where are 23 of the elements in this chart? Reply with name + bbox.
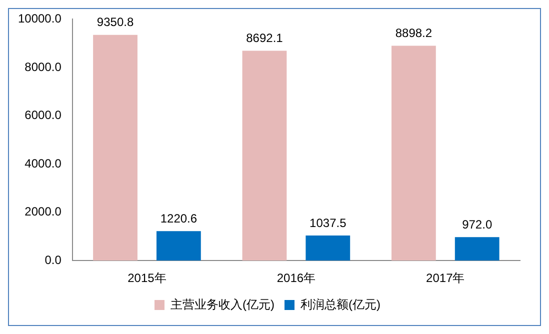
legend-label: 利润总额(亿元): [300, 297, 380, 312]
bar: [242, 50, 287, 261]
bar: [454, 237, 500, 261]
data-label: 972.0: [462, 217, 492, 232]
y-tick-label: 2000.0: [24, 204, 62, 219]
data-label: 1220.6: [160, 211, 198, 226]
y-tick-label: 8000.0: [24, 60, 62, 74]
y-tick-label: 6000.0: [24, 108, 62, 122]
y-tick-label: 0.0: [44, 252, 62, 267]
y-tick-label: 4000.0: [24, 156, 62, 170]
data-label: 9350.8: [96, 15, 134, 30]
data-label: 8898.2: [395, 26, 432, 40]
data-label: 1037.5: [310, 216, 347, 230]
bar: [156, 231, 201, 261]
data-label: 8692.1: [246, 31, 284, 46]
x-tick-label: 2015年: [128, 271, 166, 286]
bar: [391, 46, 436, 261]
legend-label: 主营业务收入(亿元): [170, 297, 275, 312]
bar: [93, 34, 138, 261]
bar: [306, 236, 350, 261]
y-tick-label: 10000.0: [18, 12, 62, 26]
x-tick-label: 2016年: [276, 271, 316, 286]
x-tick-label: 2017年: [426, 271, 465, 286]
